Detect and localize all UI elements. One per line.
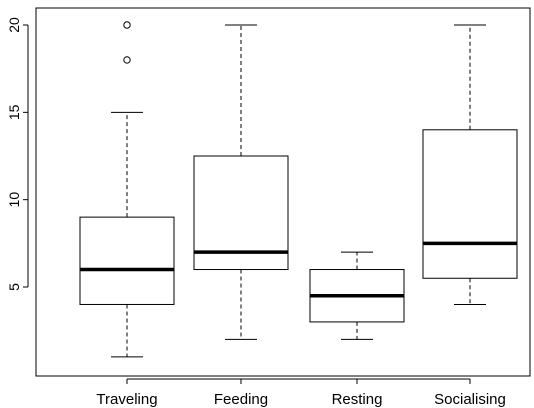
y-axis: 5 10 15 20 bbox=[6, 17, 29, 291]
y-tick-label: 15 bbox=[6, 104, 22, 120]
x-tick-label: Traveling bbox=[96, 391, 157, 408]
box-group-traveling bbox=[79, 21, 175, 358]
x-axis: Traveling Feeding Resting Socialising bbox=[96, 378, 506, 408]
boxes bbox=[79, 21, 518, 358]
x-tick-label: Feeding bbox=[214, 391, 268, 408]
x-tick-label: Socialising bbox=[434, 391, 506, 408]
y-tick-label: 20 bbox=[6, 17, 22, 33]
outlier-point bbox=[123, 21, 131, 29]
y-tick-label: 10 bbox=[6, 192, 22, 208]
plot-frame bbox=[35, 7, 531, 377]
box-group-socialising bbox=[422, 24, 518, 305]
outlier-point bbox=[123, 56, 131, 64]
box-group-resting bbox=[309, 251, 405, 340]
x-tick-label: Resting bbox=[332, 391, 383, 408]
iqr-box bbox=[422, 129, 518, 279]
box-group-feeding bbox=[193, 24, 289, 340]
iqr-box bbox=[79, 216, 175, 305]
y-tick-label: 5 bbox=[6, 283, 22, 291]
